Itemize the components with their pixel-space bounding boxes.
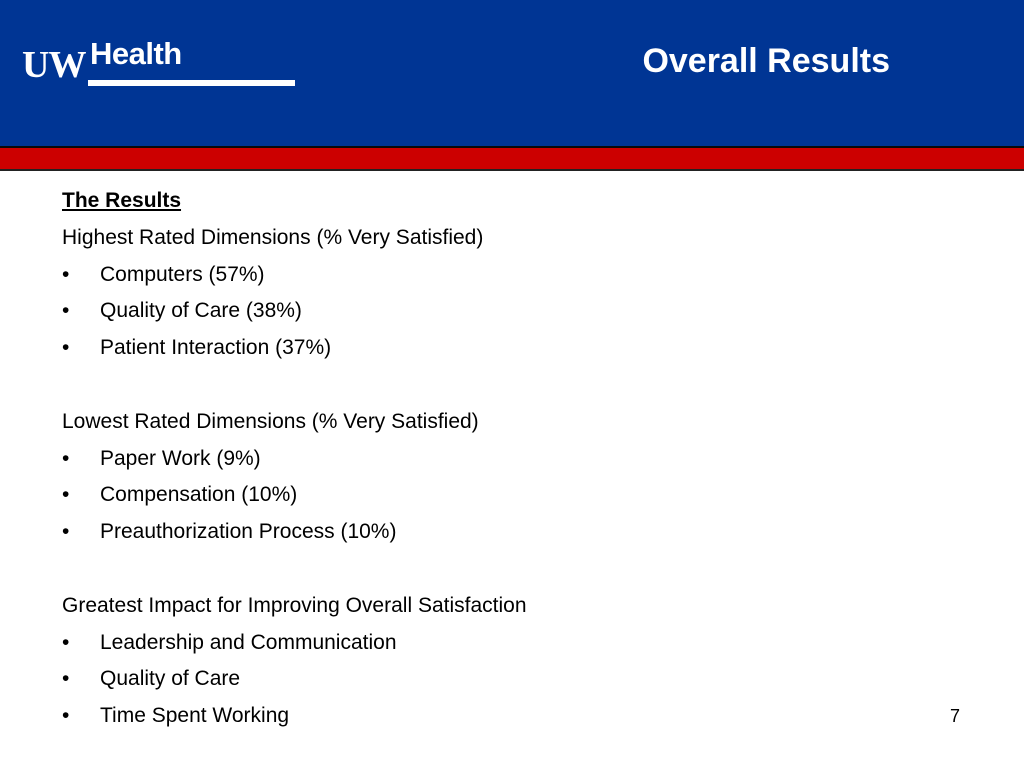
accent-divider [0, 169, 1024, 171]
header-banner [0, 0, 1024, 146]
red-accent-band [0, 148, 1024, 169]
results-heading: The Results [62, 189, 182, 212]
logo-health-text: Health [90, 36, 182, 71]
list-item-text: Leadership and Communication [100, 630, 397, 654]
bullet-mark: • [62, 262, 70, 286]
list-item-text: Preauthorization Process (10%) [100, 520, 397, 544]
list-item: • Quality of Care [62, 663, 942, 700]
list-item: • Compensation (10%) [62, 479, 942, 516]
header-divider [0, 146, 1024, 148]
bullet-mark: • [62, 446, 70, 470]
section-title-impact: Greatest Impact for Improving Overall Sa… [62, 593, 527, 617]
section-title-lowest: Lowest Rated Dimensions (% Very Satisfie… [62, 409, 479, 433]
bullet-mark: • [62, 667, 70, 691]
bullet-mark: • [62, 336, 70, 360]
bullet-mark: • [62, 630, 70, 654]
list-item: • Leadership and Communication [62, 627, 942, 664]
slide-content: The Results Highest Rated Dimensions (% … [62, 185, 942, 737]
bullet-mark: • [62, 704, 70, 728]
section-title-highest: Highest Rated Dimensions (% Very Satisfi… [62, 225, 484, 249]
list-item: • Patient Interaction (37%) [62, 332, 942, 369]
list-item-text: Quality of Care [100, 667, 241, 691]
spacer [62, 553, 942, 590]
list-item: • Quality of Care (38%) [62, 295, 942, 332]
page-title: Overall Results [642, 42, 890, 80]
list-item-text: Quality of Care (38%) [100, 299, 302, 323]
list-item: • Preauthorization Process (10%) [62, 516, 942, 553]
list-item: • Computers (57%) [62, 259, 942, 296]
bullet-mark: • [62, 520, 70, 544]
results-heading-row: The Results [62, 185, 942, 222]
list-item-text: Compensation (10%) [100, 483, 298, 507]
list-item-text: Computers (57%) [100, 262, 265, 286]
page-number: 7 [950, 706, 961, 726]
list-item: • Paper Work (9%) [62, 443, 942, 480]
logo-uw-text: UW [22, 44, 86, 86]
uw-health-logo: UW Health [22, 36, 298, 92]
bullet-mark: • [62, 483, 70, 507]
logo-underline-bar [88, 80, 295, 86]
list-item-text: Patient Interaction (37%) [100, 336, 332, 360]
list-item: • Time Spent Working [62, 700, 942, 737]
bullet-mark: • [62, 299, 70, 323]
list-item-text: Time Spent Working [100, 704, 290, 728]
spacer [62, 369, 942, 406]
list-item-text: Paper Work (9%) [100, 446, 261, 470]
